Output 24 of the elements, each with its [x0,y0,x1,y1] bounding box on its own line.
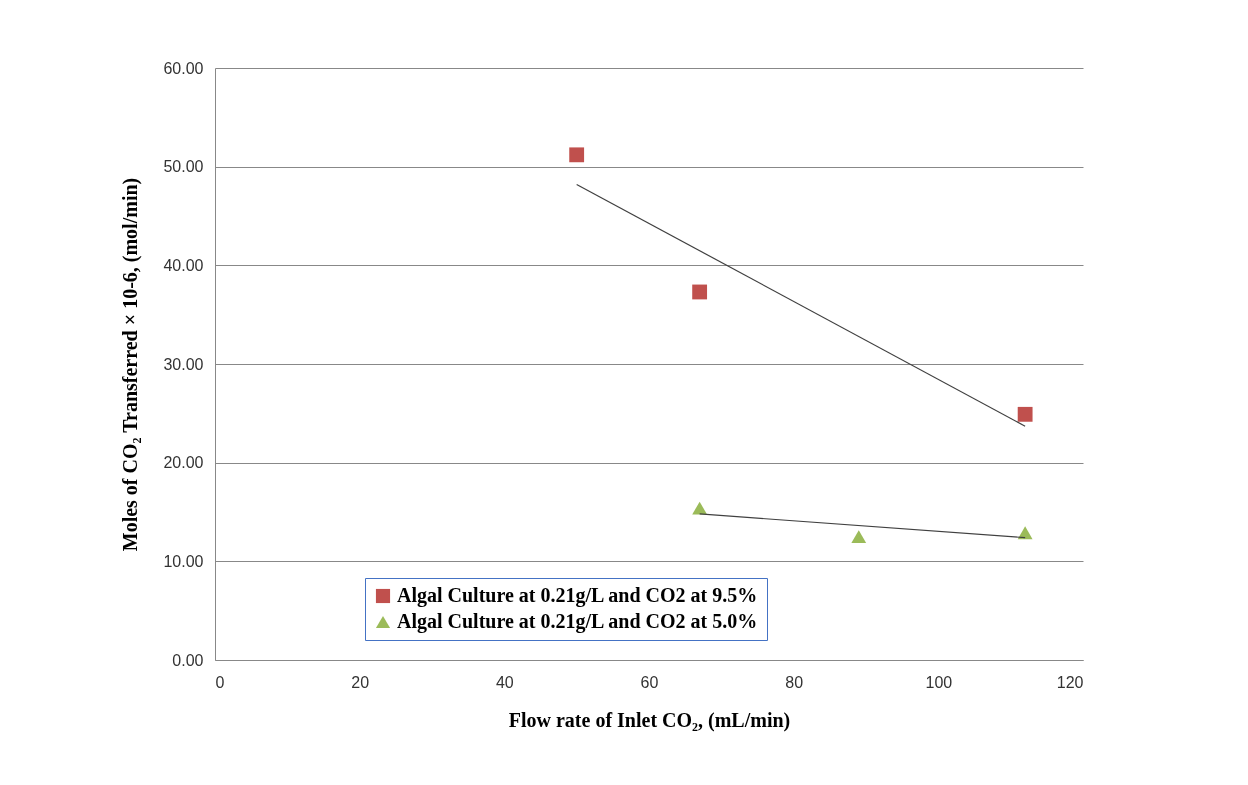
legend-label: Algal Culture at 0.21g/L and CO2 at 5.0% [397,610,758,633]
x-tick-label: 20 [351,673,370,691]
x-tick-label: 80 [785,673,804,691]
point [692,284,708,300]
point [692,501,708,515]
y-axis-title: Moles of CO₂ Transferred × 10-6, (mol/min) [119,177,143,552]
point [1017,526,1033,540]
y-tick-label: 0.00 [172,651,204,669]
point [851,530,867,544]
y-tick-label: 50.00 [163,158,204,176]
point [1017,406,1033,422]
legend-label: Algal Culture at 0.21g/L and CO2 at 9.5% [397,584,758,607]
x-tick-label: 100 [925,673,953,691]
x-tick-label: 60 [640,673,659,691]
y-tick-label: 60.00 [163,59,204,77]
x-tick-label: 120 [1056,673,1084,691]
y-tick-label: 40.00 [163,256,204,274]
point [569,147,585,163]
y-tick-label: 30.00 [163,355,204,373]
y-tick-label: 20.00 [163,454,204,472]
x-axis-title: Flow rate of Inlet CO₂, (mL/min) [508,708,791,732]
y-tick-label: 10.00 [163,552,204,570]
x-tick-label: 40 [495,673,514,691]
x-tick-label: 0 [215,673,225,691]
